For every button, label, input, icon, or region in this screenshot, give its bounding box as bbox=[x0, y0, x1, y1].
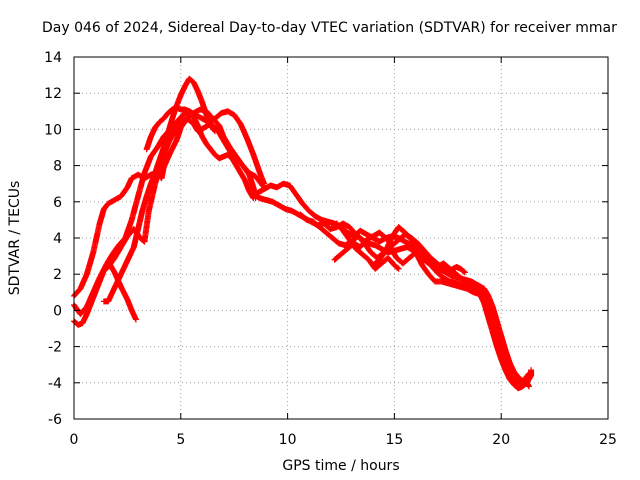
series-track-10 bbox=[333, 220, 402, 272]
series-track-12 bbox=[370, 224, 479, 292]
chart-title: Day 046 of 2024, Sidereal Day-to-day VTE… bbox=[42, 20, 617, 36]
x-tick-label: 10 bbox=[279, 432, 297, 448]
data-point-markers bbox=[250, 191, 532, 390]
x-tick-label: 15 bbox=[385, 432, 403, 448]
series-track-6 bbox=[143, 104, 257, 202]
x-tick-label: 5 bbox=[176, 432, 185, 448]
y-tick-label: -6 bbox=[48, 412, 62, 428]
series-track-7 bbox=[250, 191, 532, 390]
x-tick-label: 20 bbox=[492, 432, 510, 448]
y-tick-label: 2 bbox=[53, 267, 62, 283]
x-axis-title: GPS time / hours bbox=[282, 458, 399, 474]
series-track-5 bbox=[100, 75, 218, 305]
y-tick-label: -4 bbox=[48, 376, 62, 392]
y-tick-label: 4 bbox=[53, 231, 62, 247]
data-point-markers bbox=[333, 220, 402, 272]
data-layer bbox=[71, 75, 535, 392]
y-tick-label: 6 bbox=[53, 195, 62, 211]
y-tick-label: 14 bbox=[44, 50, 62, 66]
y-axis-title: SDTVAR / TECUs bbox=[7, 181, 23, 296]
y-tick-label: -2 bbox=[48, 340, 62, 356]
x-tick-label: 25 bbox=[599, 432, 617, 448]
y-tick-label: 0 bbox=[53, 303, 62, 319]
y-tick-label: 10 bbox=[44, 122, 62, 138]
data-point-markers bbox=[100, 75, 218, 305]
axis-ticks: 0 5 10 15 20 25 -6 -4 -2 0 2 4 6 8 10 12 14 bbox=[44, 50, 617, 448]
data-point-markers bbox=[143, 104, 257, 202]
data-point-markers bbox=[370, 224, 479, 292]
x-tick-label: 0 bbox=[70, 432, 79, 448]
grid bbox=[74, 57, 608, 419]
y-tick-label: 12 bbox=[44, 86, 62, 102]
y-tick-label: 8 bbox=[53, 159, 62, 175]
